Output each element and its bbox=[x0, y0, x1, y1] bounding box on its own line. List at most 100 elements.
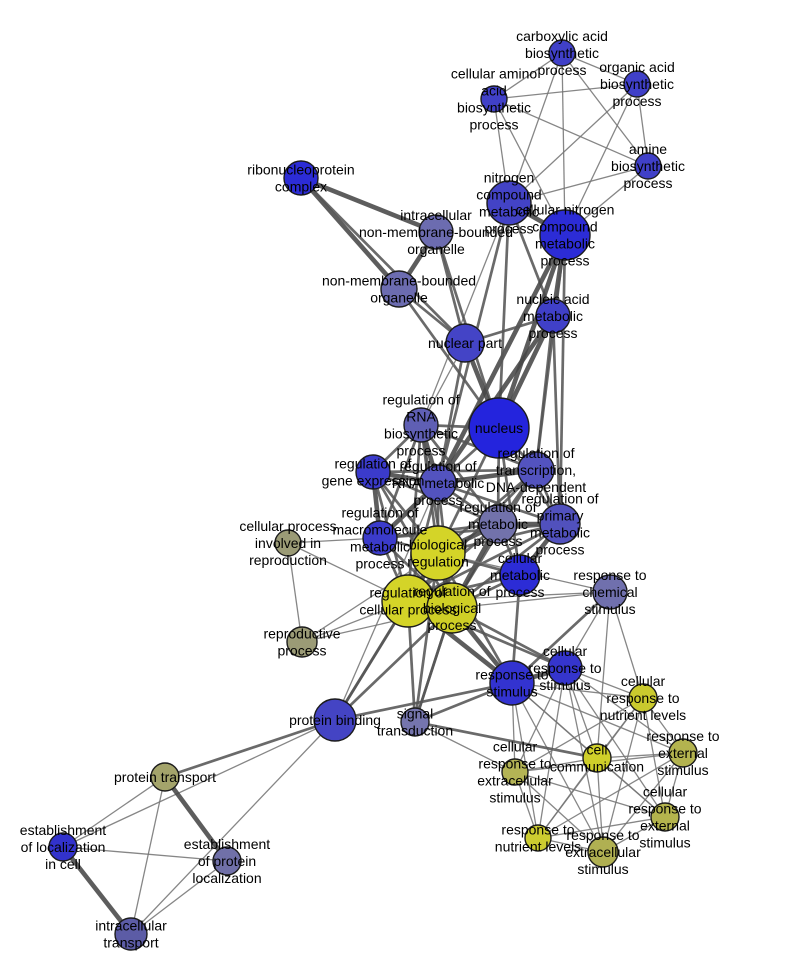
node-regulation-of-gene-expression[interactable] bbox=[355, 454, 391, 490]
node-cellular-response-to-extracellular-stimulus[interactable] bbox=[501, 758, 529, 786]
node-protein-binding[interactable] bbox=[313, 698, 357, 742]
node-organic-acid-biosynthetic-process[interactable] bbox=[623, 70, 651, 98]
edge-protein-binding--regulation-of-biological-process bbox=[334, 607, 453, 721]
edge-establishment-of-localization-in-cell--intracellular-transport bbox=[61, 845, 133, 936]
node-regulation-of-macromolecule-metabolic-process[interactable] bbox=[362, 520, 398, 556]
edge-response-to-chemical-stimulus--cell-communication bbox=[596, 591, 611, 759]
edge-protein-binding--establishment-of-localization-in-cell bbox=[62, 719, 336, 848]
edge-protein-binding--protein-transport bbox=[164, 718, 336, 779]
node-regulation-of-rna-biosynthetic-process[interactable] bbox=[403, 407, 439, 443]
edge-establishment-of-protein-localization--intracellular-transport bbox=[130, 860, 228, 935]
edge-cellular-response-to-nutrient-levels--cellular-response-to-external-stimulus bbox=[642, 697, 666, 818]
edge-response-to-external-stimulus--response-to-extracellular-stimulus bbox=[602, 752, 684, 853]
edge-ribonucleoprotein-complex--nuclear-part bbox=[300, 177, 466, 344]
node-signal-transduction[interactable] bbox=[400, 707, 430, 737]
edge-cellular-nitrogen-compound-metabolic-process--nucleus bbox=[496, 234, 568, 429]
edge-cellular-response-to-nutrient-levels--cellular-response-to-extracellular-stimulus bbox=[514, 697, 644, 773]
edge-protein-transport--intracellular-transport bbox=[130, 776, 166, 935]
node-nuclear-part[interactable] bbox=[445, 323, 485, 363]
edge-cell-communication--cellular-response-to-external-stimulus bbox=[596, 757, 666, 818]
node-response-to-extracellular-stimulus[interactable] bbox=[587, 836, 619, 868]
edge-signal-transduction--cell-communication bbox=[414, 720, 598, 760]
node-ribonucleoprotein-complex[interactable] bbox=[283, 160, 319, 196]
edge-cellular-response-to-stimulus--response-to-nutrient-levels bbox=[537, 667, 566, 839]
edge-cellular-response-to-stimulus--cellular-response-to-extracellular-stimulus bbox=[514, 667, 566, 773]
edge-response-to-stimulus--protein-binding bbox=[334, 681, 513, 722]
node-protein-transport[interactable] bbox=[150, 762, 180, 792]
node-response-to-nutrient-levels[interactable] bbox=[524, 824, 552, 852]
edge-nitrogen-compound-metabolic-process--regulation-of-rna-biosynthetic-process bbox=[420, 202, 510, 426]
edge-regulation-of-transcription-dna-dependent--regulation-of-gene-expression bbox=[372, 468, 537, 474]
edge-amine-biosynthetic-process--nitrogen-compound-metabolic-process bbox=[508, 165, 649, 204]
edge-signal-transduction--cellular-response-to-extracellular-stimulus bbox=[414, 721, 516, 773]
node-nucleus[interactable] bbox=[468, 397, 530, 459]
node-amine-biosynthetic-process[interactable] bbox=[634, 152, 662, 180]
edge-response-to-stimulus--response-to-nutrient-levels bbox=[511, 682, 539, 839]
edge-protein-binding--intracellular-transport bbox=[130, 719, 336, 935]
edge-cellular-amino-acid-biosynthetic-process--organic-acid-biosynthetic-process bbox=[493, 83, 638, 100]
edge-regulation-of-rna-biosynthetic-process--regulation-of-metabolic-process bbox=[419, 424, 500, 525]
node-nitrogen-compound-metabolic-process[interactable] bbox=[486, 180, 532, 226]
node-cellular-process-involved-in-reproduction[interactable] bbox=[274, 529, 302, 557]
edge-signal-transduction--biological-regulation bbox=[413, 552, 440, 723]
edge-cellular-response-to-extracellular-stimulus--response-to-extracellular-stimulus bbox=[514, 771, 604, 853]
node-regulation-of-biological-process[interactable] bbox=[426, 582, 478, 634]
edge-carboxylic-acid-biosynthetic-process--cellular-nitrogen-compound-metabolic-process bbox=[561, 52, 566, 236]
edge-cellular-process-involved-in-reproduction--reproductive-process bbox=[287, 542, 303, 643]
node-regulation-of-rna-metabolic-process[interactable] bbox=[419, 464, 457, 502]
edge-response-to-external-stimulus--response-to-nutrient-levels bbox=[537, 752, 684, 839]
node-non-membrane-bounded-organelle[interactable] bbox=[380, 270, 418, 308]
node-cellular-metabolic-process[interactable] bbox=[499, 554, 541, 596]
edge-regulation-of-biological-process--response-to-chemical-stimulus bbox=[451, 591, 611, 609]
node-intracellular-non-membrane-bounded-organelle[interactable] bbox=[418, 214, 454, 250]
node-carboxylic-acid-biosynthetic-process[interactable] bbox=[548, 39, 576, 67]
node-establishment-of-protein-localization[interactable] bbox=[212, 846, 242, 876]
edge-nuclear-part--regulation-of-rna-metabolic-process bbox=[436, 342, 467, 484]
edge-protein-transport--establishment-of-localization-in-cell bbox=[62, 776, 166, 848]
edge-establishment-of-localization-in-cell--establishment-of-protein-localization bbox=[62, 846, 228, 862]
edge-cellular-response-to-stimulus--cellular-response-to-external-stimulus bbox=[564, 667, 666, 818]
edge-ribonucleoprotein-complex--non-membrane-bounded-organelle bbox=[299, 176, 401, 291]
node-regulation-of-metabolic-process[interactable] bbox=[478, 504, 518, 544]
edge-organic-acid-biosynthetic-process--nitrogen-compound-metabolic-process bbox=[508, 83, 638, 204]
edge-carboxylic-acid-biosynthetic-process--nitrogen-compound-metabolic-process bbox=[508, 52, 563, 204]
edge-nucleic-acid-metabolic-process--regulation-of-transcription-dna-dependent bbox=[534, 315, 555, 471]
node-cellular-response-to-external-stimulus[interactable] bbox=[650, 802, 680, 832]
edge-protein-transport--establishment-of-protein-localization bbox=[163, 775, 229, 863]
edge-response-to-stimulus--response-to-external-stimulus bbox=[511, 682, 684, 754]
edge-regulation-of-rna-metabolic-process--regulation-of-primary-metabolic-process bbox=[437, 481, 561, 526]
edge-organic-acid-biosynthetic-process--cellular-nitrogen-compound-metabolic-process bbox=[564, 83, 638, 236]
node-response-to-chemical-stimulus[interactable] bbox=[592, 574, 628, 610]
edges-layer bbox=[61, 52, 684, 936]
edge-ribonucleoprotein-complex--intracellular-non-membrane-bounded-organelle bbox=[300, 175, 437, 235]
edge-cellular-nitrogen-compound-metabolic-process--regulation-of-primary-metabolic-process bbox=[558, 234, 567, 525]
node-nucleic-acid-metabolic-process[interactable] bbox=[535, 298, 571, 334]
nodes-layer bbox=[48, 39, 698, 951]
node-cellular-response-to-nutrient-levels[interactable] bbox=[628, 683, 658, 713]
node-intracellular-transport[interactable] bbox=[114, 917, 148, 951]
edge-cellular-response-to-stimulus--response-to-external-stimulus bbox=[564, 667, 684, 754]
edge-cellular-amino-acid-biosynthetic-process--amine-biosynthetic-process bbox=[493, 98, 649, 167]
edge-cell-communication--response-to-nutrient-levels bbox=[537, 757, 598, 839]
edge-response-to-chemical-stimulus--cellular-response-to-nutrient-levels bbox=[609, 591, 644, 699]
node-cellular-nitrogen-compound-metabolic-process[interactable] bbox=[539, 209, 591, 261]
node-cellular-response-to-stimulus[interactable] bbox=[547, 650, 583, 686]
node-biological-regulation[interactable] bbox=[410, 525, 466, 581]
node-cellular-amino-acid-biosynthetic-process[interactable] bbox=[480, 85, 508, 113]
node-regulation-of-primary-metabolic-process[interactable] bbox=[539, 503, 581, 545]
node-regulation-of-cellular-process[interactable] bbox=[381, 574, 435, 628]
node-response-to-stimulus[interactable] bbox=[489, 660, 535, 706]
node-response-to-external-stimulus[interactable] bbox=[668, 738, 698, 768]
node-regulation-of-transcription-dna-dependent[interactable] bbox=[517, 451, 555, 489]
edge-organic-acid-biosynthetic-process--amine-biosynthetic-process bbox=[636, 83, 649, 167]
node-establishment-of-localization-in-cell[interactable] bbox=[48, 832, 78, 862]
node-cell-communication[interactable] bbox=[582, 743, 612, 773]
edge-nucleic-acid-metabolic-process--regulation-of-primary-metabolic-process bbox=[551, 315, 562, 525]
edge-regulation-of-primary-metabolic-process--regulation-of-macromolecule-metabolic-process bbox=[379, 522, 561, 540]
node-reproductive-process[interactable] bbox=[286, 626, 318, 658]
edge-cellular-response-to-extracellular-stimulus--cellular-response-to-external-stimulus bbox=[514, 771, 666, 818]
edge-carboxylic-acid-biosynthetic-process--amine-biosynthetic-process bbox=[561, 52, 649, 167]
edge-cellular-response-to-external-stimulus--response-to-nutrient-levels bbox=[537, 816, 666, 839]
